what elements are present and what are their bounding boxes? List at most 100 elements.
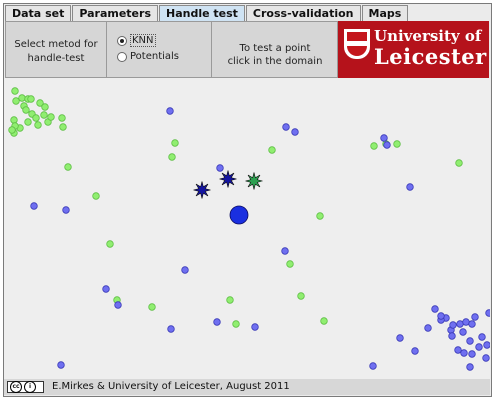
blue-data-point — [62, 206, 70, 214]
hint-line2: click in the domain — [227, 56, 323, 67]
blue-data-point — [166, 107, 174, 115]
green-data-point — [47, 113, 55, 121]
blue-data-point — [471, 313, 479, 321]
blue-data-point — [483, 341, 491, 349]
green-data-point — [320, 317, 328, 325]
green-data-point — [148, 303, 156, 311]
creative-commons-icon: cc i — [7, 381, 44, 393]
method-label-line1: Select metod for — [14, 39, 98, 50]
blue-data-point — [460, 349, 468, 357]
blue-data-point — [424, 324, 432, 332]
tab-data-set[interactable]: Data set — [5, 5, 72, 21]
radio-potentials-label: Potentials — [130, 51, 180, 62]
blue-data-point — [213, 318, 221, 326]
blue-data-point — [431, 305, 439, 313]
blue-data-point — [437, 312, 445, 320]
blue-data-point — [456, 320, 464, 328]
tab-maps[interactable]: Maps — [361, 5, 409, 21]
blue-data-point — [30, 202, 38, 210]
tab-parameters[interactable]: Parameters — [72, 5, 158, 21]
green-data-point — [92, 192, 100, 200]
green-data-point — [59, 123, 67, 131]
university-logo: University of Leicester — [338, 21, 489, 78]
green-data-point — [297, 292, 305, 300]
blue-data-point — [114, 301, 122, 309]
blue-data-point — [369, 362, 377, 370]
green-data-point — [32, 114, 40, 122]
green-data-point — [58, 114, 66, 122]
green-data-point — [455, 159, 463, 167]
blue-data-point — [383, 141, 391, 149]
hint-text: To test a point click in the domain — [211, 22, 339, 77]
blue-data-point — [454, 346, 462, 354]
test-point — [229, 205, 249, 225]
blue-data-point — [468, 350, 476, 358]
green-data-point — [268, 146, 276, 154]
footer-bar: cc i E.Mirkes & University of Leicester, … — [4, 379, 490, 395]
blue-data-point — [449, 321, 457, 329]
radio-potentials-indicator[interactable] — [117, 51, 127, 62]
blue-data-point — [462, 318, 470, 326]
blue-data-point — [459, 328, 467, 336]
blue-data-point — [216, 164, 224, 172]
blue-data-point — [466, 363, 474, 371]
hint-line1: To test a point — [239, 43, 311, 54]
green-data-point — [11, 87, 19, 95]
blue-data-point — [281, 247, 289, 255]
green-data-point — [316, 212, 324, 220]
blue-data-point — [466, 337, 474, 345]
green-data-point — [286, 260, 294, 268]
nearest-neighbor-star — [219, 170, 237, 188]
green-data-point — [168, 153, 176, 161]
radio-knn-label: KNN — [130, 34, 156, 47]
radio-knn-indicator[interactable] — [117, 35, 127, 46]
blue-data-point — [475, 343, 483, 351]
scatter-plot[interactable] — [4, 78, 493, 379]
method-label-line2: handle-test — [27, 53, 85, 64]
green-data-point — [24, 118, 32, 126]
blue-data-point — [251, 323, 259, 331]
radio-knn[interactable]: KNN — [117, 34, 156, 47]
blue-data-point — [468, 320, 476, 328]
tab-handle-test[interactable]: Handle test — [159, 5, 245, 21]
green-data-point — [171, 139, 179, 147]
green-data-point — [18, 94, 26, 102]
tab-bar: Data set Parameters Handle test Cross-va… — [5, 5, 409, 21]
radio-potentials[interactable]: Potentials — [117, 51, 179, 62]
green-data-point — [22, 106, 30, 114]
green-data-point — [232, 320, 240, 328]
green-data-point — [10, 116, 18, 124]
shield-icon — [344, 29, 370, 59]
green-data-point — [226, 296, 234, 304]
green-data-point — [36, 99, 44, 107]
blue-data-point — [485, 309, 493, 317]
blue-data-point — [380, 134, 388, 142]
method-options: KNN Potentials — [106, 22, 212, 77]
green-data-point — [12, 97, 20, 105]
nearest-neighbor-star — [193, 181, 211, 199]
logo-line2: Leicester — [374, 44, 487, 69]
control-panel: Select metod for handle-test KNN Potenti… — [5, 21, 338, 78]
blue-data-point — [478, 333, 486, 341]
blue-data-point — [396, 334, 404, 342]
green-data-point — [370, 142, 378, 150]
green-data-point — [27, 95, 35, 103]
blue-data-point — [57, 361, 65, 369]
green-data-point — [393, 140, 401, 148]
blue-data-point — [291, 128, 299, 136]
green-data-point — [41, 103, 49, 111]
green-data-point — [106, 240, 114, 248]
green-data-point — [8, 126, 16, 134]
blue-data-point — [406, 183, 414, 191]
green-data-point — [64, 163, 72, 171]
green-data-point — [40, 111, 48, 119]
method-label: Select metod for handle-test — [6, 22, 106, 77]
footer-text: E.Mirkes & University of Leicester, Augu… — [52, 381, 290, 392]
data-domain-canvas[interactable] — [4, 78, 493, 379]
blue-data-point — [448, 332, 456, 340]
logo-line1: University of — [374, 27, 482, 45]
blue-data-point — [102, 285, 110, 293]
blue-data-point — [282, 123, 290, 131]
tab-cross-validation[interactable]: Cross-validation — [245, 5, 361, 21]
nearest-neighbor-star — [245, 172, 263, 190]
